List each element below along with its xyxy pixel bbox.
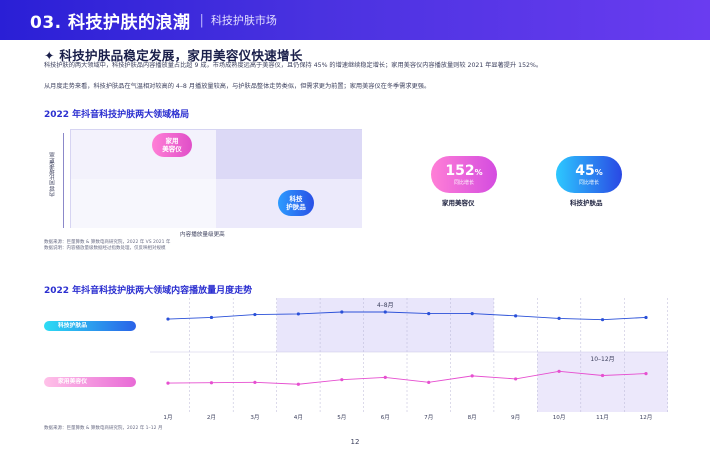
quadrant-cell (216, 130, 362, 179)
bubble-tech-label: 科技 护肤品 (286, 195, 306, 211)
data-point (209, 315, 214, 320)
data-point (166, 317, 170, 321)
paragraph-1: 科技护肤的两大领域中，科技护肤品内容播放量占比超 9 成，市场成熟度远高于美容仪… (44, 62, 543, 69)
stat-label-home: 家用美容仪 (442, 199, 475, 207)
header-separator: | (199, 12, 204, 28)
month-tick-label: 5月 (337, 414, 346, 421)
month-tick-label: 1月 (163, 414, 172, 421)
month-tick-label: 4月 (294, 414, 303, 421)
month-tick-label: 9月 (511, 414, 520, 421)
data-point (340, 378, 344, 382)
data-point (253, 380, 257, 384)
highlight-region (276, 298, 494, 352)
data-point (600, 318, 605, 322)
stat-caption-home: 同比增长 (453, 179, 474, 186)
data-point (514, 377, 518, 381)
month-tick-label: 10月 (553, 414, 566, 421)
stat-circle-home: 152% 同比增长 (431, 156, 497, 193)
data-point (557, 316, 561, 320)
bubble-tech-skincare: 科技 护肤品 (278, 190, 314, 216)
month-tick-label: 8月 (468, 414, 477, 421)
section1-title: 2022 年抖音科技护肤两大领域格局 (44, 110, 190, 120)
stat-value-home: 152% (445, 162, 483, 179)
data-point (296, 312, 300, 316)
data-point (427, 312, 431, 316)
month-tick-label: 12月 (640, 414, 653, 421)
month-tick-label: 11月 (596, 414, 609, 421)
series-line (167, 311, 647, 321)
data-point (427, 380, 431, 384)
series-tag-tech: 科技护肤品 (44, 321, 136, 331)
header-subtitle: 科技护肤市场 (210, 14, 277, 27)
month-tick-label: 7月 (424, 414, 433, 421)
data-point (470, 312, 474, 316)
quadrant-y-axis-label: 内容同比增速更高 (50, 152, 56, 197)
headline: ✦ 科技护肤品稳定发展，家用美容仪快速增长 (44, 48, 303, 63)
data-point (514, 314, 518, 318)
quadrant-cell (71, 179, 216, 228)
data-point (166, 381, 170, 385)
data-point (209, 381, 214, 385)
series-tag-home: 家用美容仪 (44, 377, 136, 387)
data-point (340, 310, 344, 314)
month-tick-label: 6月 (381, 414, 390, 421)
data-point (644, 372, 648, 376)
section2-title: 2022 年抖音科技护肤两大领域内容播放量月度走势 (44, 286, 253, 296)
data-point (557, 369, 561, 373)
data-point (383, 375, 387, 379)
source-note-3: 数据来源：巨量算数 & 算数电商研究院，2022 年 1–12 月 (44, 426, 163, 431)
paragraph-2: 从月度走势来看，科技护肤品在气温相对较高的 4–8 月播放量较高，与护肤品整体走… (44, 83, 431, 90)
quadrant-grid (70, 129, 362, 228)
stat-circle-tech: 45% 同比增长 (556, 156, 622, 193)
data-point (296, 382, 300, 386)
data-point (470, 374, 474, 378)
data-point (600, 373, 605, 378)
highlight-label: 4–8月 (377, 302, 394, 309)
quadrant-x-axis-label: 内容播放量级更高 (180, 232, 225, 238)
quadrant-y-axis-line (63, 133, 64, 228)
header-title: 03. 科技护肤的浪潮 (30, 12, 191, 33)
month-tick-label: 2月 (207, 414, 216, 421)
highlight-label: 10–12月 (590, 356, 614, 363)
stat-caption-tech: 同比增长 (578, 179, 599, 186)
page-number: 12 (350, 438, 360, 446)
page-header: 03. 科技护肤的浪潮 | 科技护肤市场 (0, 0, 710, 40)
data-point (644, 315, 648, 320)
stat-value-tech: 45% (575, 162, 603, 179)
source-note-1: 数据来源：巨量算数 & 算数电商研究院，2022 年 VS 2021 年 (44, 240, 171, 245)
data-point (383, 310, 387, 314)
highlight-region (537, 352, 668, 412)
data-point (253, 312, 257, 317)
source-note-2: 数据说明：内容播放量级数据经过指数处理，仅反映相对规模 (44, 246, 166, 251)
quadrant-cell (71, 130, 216, 179)
series-line (167, 370, 647, 385)
month-tick-label: 3月 (250, 414, 259, 421)
stat-label-tech: 科技护肤品 (570, 199, 603, 207)
bubble-home-label: 家用 美容仪 (162, 137, 182, 153)
bubble-home-device: 家用 美容仪 (152, 133, 192, 157)
monthly-trend-chart: 4–8月 10–12月 1月 2月 3月 4月 5月 6月 7月 8月 9月 10月 11月 12月 (150, 298, 668, 421)
